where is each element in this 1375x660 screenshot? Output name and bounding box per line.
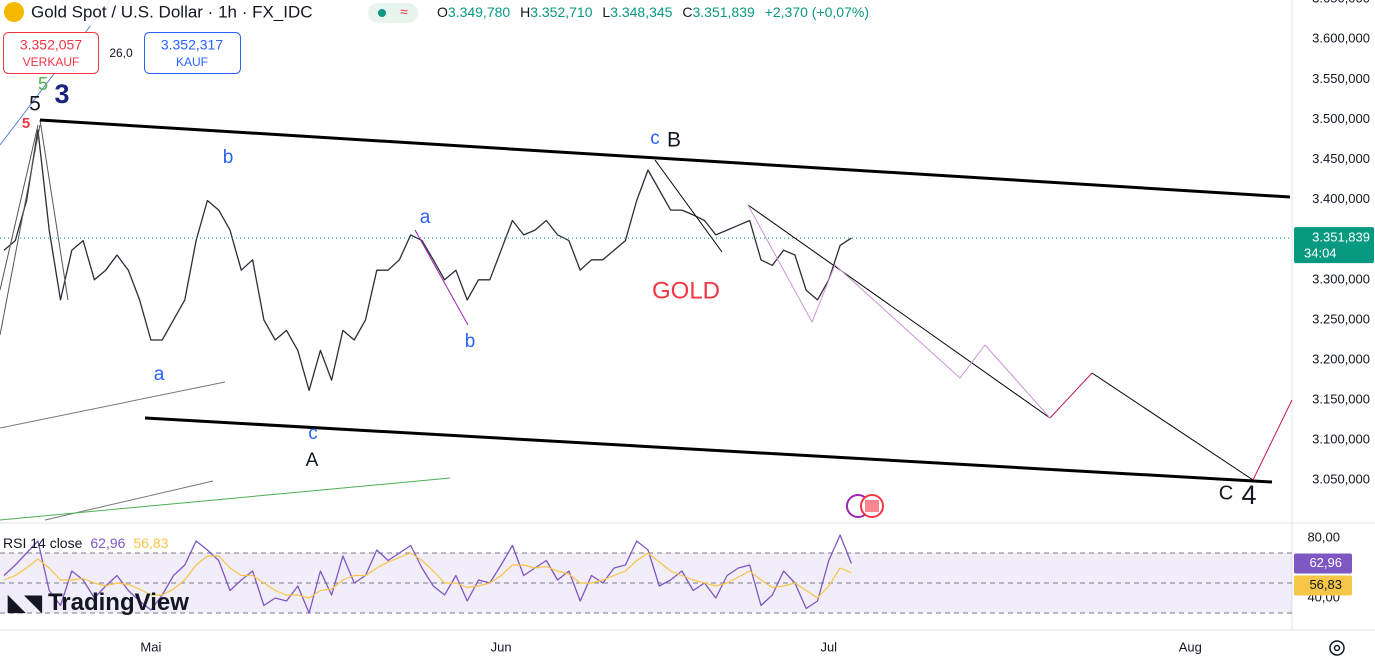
ohlc-key: H (520, 4, 530, 20)
settings-icon[interactable] (1329, 640, 1345, 656)
spread: 26,0 (109, 46, 133, 60)
wave-label: B (667, 129, 681, 152)
y-tick-label: 3.600,000 (1312, 31, 1370, 46)
wave-label: c (308, 423, 318, 444)
ohlc-key: L (602, 4, 610, 20)
projection (747, 204, 1051, 419)
sell-label: VERKAUF (23, 55, 80, 69)
wave-label: b (223, 147, 234, 168)
branding-mark: ◣◥ (7, 590, 48, 615)
settings-icon-core (1333, 644, 1341, 652)
wave-label: a (154, 364, 165, 385)
rsi-value-box (1294, 553, 1352, 574)
y-tick-label: 3.550,000 (1312, 71, 1370, 86)
wave-label: 5 (29, 93, 41, 116)
rsi-line (3, 534, 853, 614)
trend-line (44, 480, 214, 521)
annotations: 5 5 5 3 a b c A a b c B GOLD C 4 (22, 74, 1257, 510)
wave-label: A (306, 450, 319, 471)
legend-item: RSI 14 close (3, 535, 83, 551)
projection (1049, 372, 1093, 419)
trend-line (414, 229, 469, 326)
countdown: 34:04 (1304, 246, 1337, 261)
y-tick-label: 3.100,000 (1312, 432, 1370, 447)
flag-icon (865, 500, 879, 512)
ohlc-key: O (437, 4, 448, 20)
change: +2,370 (+0,07%) (765, 4, 869, 20)
trend-line (0, 477, 451, 521)
rsi-value-box (1294, 575, 1352, 596)
ohlc: O3.349,780 H3.352,710 L3.348,345 C3.351,… (437, 4, 869, 20)
drawings (0, 0, 1293, 521)
legend-item: 62,96 (90, 535, 125, 551)
symbol-logo (4, 2, 24, 22)
rsi-line (3, 552, 852, 599)
channel-bottom (144, 416, 1273, 484)
rsi-band (0, 552, 1292, 613)
y-tick-label: 3.500,000 (1312, 111, 1370, 126)
y-tick-label: 3.650,000 (1312, 0, 1370, 6)
x-tick-label: Jun (491, 639, 512, 654)
wave-label: 4 (1241, 480, 1256, 510)
branding-text: TradingView (48, 589, 189, 616)
symbol-title[interactable]: Gold Spot / U.S. Dollar · 1h · FX_IDC (31, 2, 313, 21)
trend-line (0, 124, 41, 336)
x-tick-label: Jul (820, 639, 837, 654)
ohlc-value: 3.351,839 (693, 4, 755, 20)
y-tick-label: 3.250,000 (1312, 311, 1370, 326)
y-tick-label: 3.400,000 (1312, 191, 1370, 206)
wave-label: C (1219, 482, 1233, 504)
trend-line (654, 159, 723, 253)
wave-label: 5 (22, 115, 30, 132)
channel-top (39, 118, 1291, 199)
status-badge[interactable] (368, 3, 418, 23)
header-bg (0, 0, 440, 26)
branding: ◣◥ TradingView (7, 589, 189, 616)
wave-label: c (650, 128, 660, 149)
buy-label: KAUF (176, 55, 208, 69)
trend-line (0, 381, 226, 429)
price-line (3, 129, 852, 392)
sell-button[interactable] (3, 32, 99, 74)
x-tick-label: Aug (1179, 639, 1202, 654)
wave-label: 5 (38, 74, 48, 94)
projection (1252, 399, 1293, 481)
delay-icon: ≈ (400, 4, 408, 20)
ohlc-value: 3.352,710 (530, 4, 592, 20)
rsi-legend: RSI 14 close 62,96 56,83 (3, 535, 169, 551)
projection (747, 204, 1051, 419)
y-tick-label: 3.450,000 (1312, 151, 1370, 166)
trend-line (39, 119, 69, 301)
projection (1091, 372, 1254, 481)
last-price-box (1294, 227, 1374, 264)
chart-label: GOLD (652, 277, 720, 304)
ohlc-value: 3.348,345 (610, 4, 672, 20)
y-tick-label: 3.150,000 (1312, 392, 1370, 407)
y-tick-label: 3.300,000 (1312, 271, 1370, 286)
wave-label: 3 (54, 79, 69, 109)
trend-line (0, 124, 39, 291)
y-tick-label: 3.200,000 (1312, 351, 1370, 366)
market-open-dot (378, 9, 386, 17)
ohlc-value: 3.349,780 (448, 4, 510, 20)
legend-item: 56,83 (133, 535, 168, 551)
rsi-value-label: 62,96 (1309, 555, 1342, 570)
buy-price: 3.352,317 (161, 37, 223, 53)
y-tick-label: 3.050,000 (1312, 472, 1370, 487)
wave-label: b (465, 331, 476, 352)
rsi-tick-label: 80,00 (1307, 529, 1340, 544)
sell-price: 3.352,057 (20, 37, 82, 53)
last-price-label: 3.351,839 (1312, 230, 1370, 245)
wave-label: a (420, 207, 431, 228)
buy-button[interactable] (144, 32, 241, 74)
ohlc-key: C (682, 4, 692, 20)
rsi-value-label: 56,83 (1309, 577, 1342, 592)
x-tick-label: Mai (140, 639, 161, 654)
